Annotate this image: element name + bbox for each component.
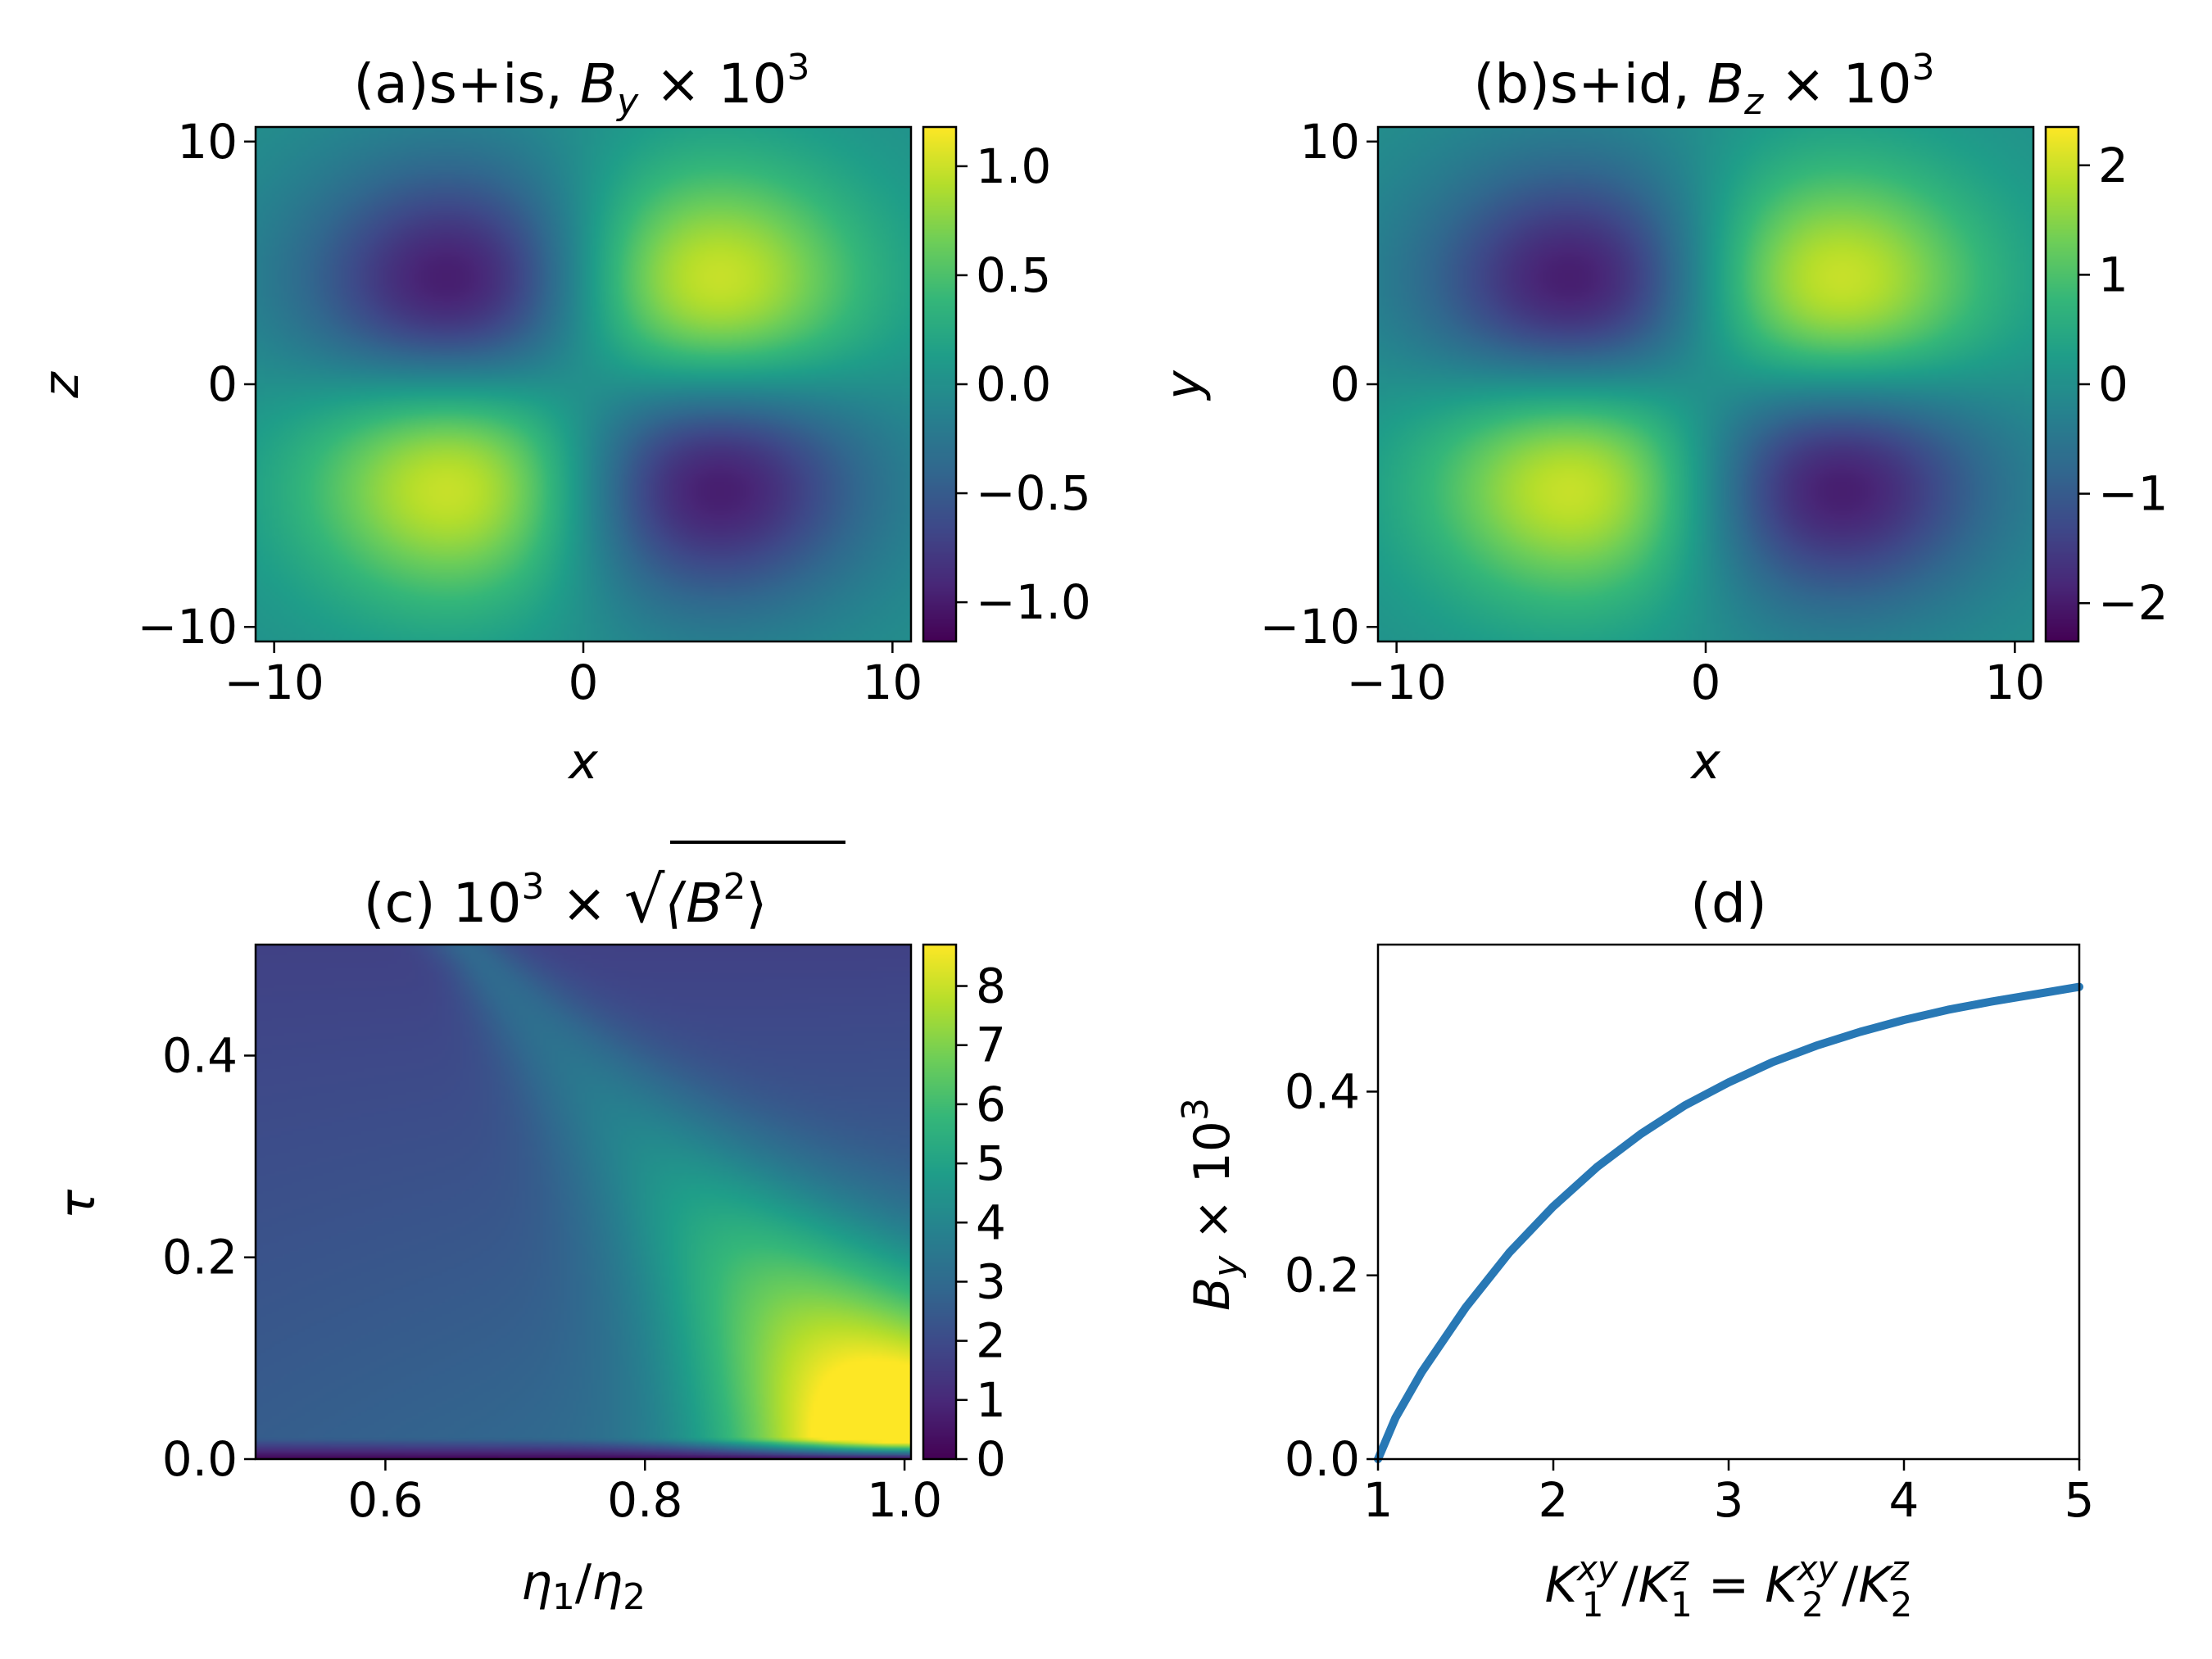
panel-b-cbar-tick-label: 0 <box>2098 356 2128 412</box>
panel-a-xtick-label: 0 <box>569 655 599 710</box>
panel-c-cbar-tick-label: 4 <box>976 1194 1006 1250</box>
panel-b-cbar-tick-label: 2 <box>2098 138 2128 193</box>
panel-a-cbar-tick-label: 0.0 <box>976 356 1051 412</box>
panel-d-title: (d) <box>1690 872 1766 935</box>
panel-c-xtick-label: 0.8 <box>607 1472 682 1528</box>
panel-d-background <box>1378 945 2079 1459</box>
panel-b-xtick-label: −10 <box>1346 655 1446 710</box>
panel-a-cbar-tick-label: −0.5 <box>976 465 1091 521</box>
panel-b-heatmap <box>1378 127 2033 641</box>
panel-c-xlabel: η1/η2 <box>521 1554 646 1618</box>
panel-d-xtick-label: 2 <box>1539 1472 1569 1528</box>
panel-b-cbar-tick-label: 1 <box>2098 247 2128 302</box>
panel-c-frame <box>254 943 913 1461</box>
panel-c-cbar-tick-label: 5 <box>976 1135 1006 1191</box>
panel-c-cbar-tick-label: 3 <box>976 1253 1006 1309</box>
panel-c-colorbar <box>923 945 956 1459</box>
panel-a-xlabel: x <box>567 733 598 791</box>
panel-a-ytick-label: −10 <box>138 599 238 655</box>
panel-c-xtick-label: 1.0 <box>867 1472 942 1528</box>
panel-a-xtick-label: 10 <box>862 655 922 710</box>
panel-c-heatmap <box>256 945 911 1459</box>
panel-d: (d) 1 2 3 4 5 0.0 0.2 0.4 Kxy 1/Kz 1 = Kxy 2/Kz 2 B… <box>1175 872 2094 1625</box>
panel-b-ytick-label: 10 <box>1299 114 1360 170</box>
panel-b-colorbar-ticks: −2 −1 0 1 2 <box>2078 138 2169 631</box>
panel-b-cbar-tick-label: −2 <box>2098 575 2169 631</box>
panel-d-line <box>1374 982 2083 1463</box>
panel-c-cbar-tick-label: 6 <box>976 1077 1006 1132</box>
panel-b-ytick-label: −10 <box>1260 599 1360 655</box>
panel-b-xtick-label: 0 <box>1691 655 1721 710</box>
panel-a-ticks: −10 0 10 −10 0 10 <box>138 114 923 710</box>
panel-b-ytick-label: 0 <box>1330 356 1360 412</box>
panel-c-cbar-tick-label: 1 <box>976 1372 1006 1428</box>
panel-d-ytick-label: 0.2 <box>1285 1248 1360 1303</box>
panel-d-ylabel: By × 103 <box>1175 1098 1248 1311</box>
panel-c: (c) 103 × √⟨B2⟩ 0.6 0.8 1.0 0.0 0.2 0.4 η1/η2… <box>49 841 1006 1618</box>
panel-b-ylabel: y <box>1155 369 1213 401</box>
panel-d-xlabel: Kxy 1/Kz 1 = Kxy 2/Kz 2 <box>1545 1548 1913 1625</box>
panel-d-xtick-label: 3 <box>1714 1472 1744 1528</box>
panel-c-ticks: 0.6 0.8 1.0 0.0 0.2 0.4 <box>162 1027 942 1528</box>
panel-c-cbar-tick-label: 8 <box>976 959 1006 1014</box>
panel-c-cbar-tick-label: 0 <box>976 1431 1006 1487</box>
panel-b-title: (b)s+id, Bz × 103 <box>1474 47 1935 123</box>
panel-a-cbar-tick-label: 0.5 <box>976 247 1051 303</box>
panel-d-xtick-label: 1 <box>1363 1472 1394 1528</box>
panel-b-xtick-label: 10 <box>1984 655 2045 710</box>
panel-a-cbar-tick-label: −1.0 <box>976 574 1091 630</box>
panel-d-ytick-label: 0.4 <box>1285 1063 1360 1119</box>
panel-a-xtick-label: −10 <box>224 655 324 710</box>
panel-b-ticks: −10 0 10 −10 0 10 <box>1260 114 2046 710</box>
panel-a-cbar-tick-label: 1.0 <box>976 138 1051 194</box>
panel-b-colorbar <box>2046 127 2078 641</box>
panel-c-ylabel: τ <box>49 1189 107 1219</box>
panel-d-xtick-label: 5 <box>2065 1472 2095 1528</box>
panel-c-ytick-label: 0.2 <box>162 1230 238 1285</box>
panel-c-cbar-tick-label: 2 <box>976 1313 1006 1369</box>
panel-a-title: (a)s+is, By × 103 <box>354 47 810 123</box>
panel-c-colorbar-frame <box>922 943 958 1461</box>
panel-a-colorbar <box>923 127 956 641</box>
panel-c-title: (c) 103 × √⟨B2⟩ <box>364 863 768 937</box>
panel-b-cbar-tick-label: −1 <box>2098 466 2169 522</box>
panel-c-ytick-label: 0.4 <box>162 1027 238 1083</box>
panel-d-xtick-label: 4 <box>1889 1472 1920 1528</box>
panel-a-ytick-label: 10 <box>177 114 238 170</box>
panel-a-ytick-label: 0 <box>207 356 238 412</box>
panel-d-ytick-label: 0.0 <box>1285 1431 1360 1487</box>
panel-d-ticks: 1 2 3 4 5 0.0 0.2 0.4 <box>1285 1063 2095 1528</box>
panel-b-xlabel: x <box>1689 733 1720 791</box>
panel-a-colorbar-ticks: −1.0 −0.5 0.0 0.5 1.0 <box>956 138 1091 630</box>
panel-a-ylabel: z <box>33 371 90 399</box>
panel-c-cbar-tick-label: 7 <box>976 1018 1006 1073</box>
panel-c-ytick-label: 0.0 <box>162 1431 238 1487</box>
panel-a-heatmap <box>256 127 911 641</box>
panel-c-xtick-label: 0.6 <box>347 1472 423 1528</box>
